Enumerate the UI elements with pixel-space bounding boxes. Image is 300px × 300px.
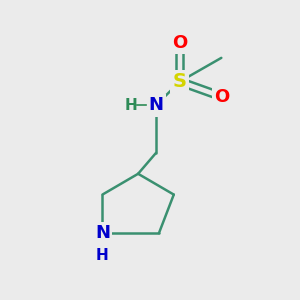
Text: O: O: [172, 34, 187, 52]
Text: S: S: [173, 72, 187, 91]
Text: N: N: [148, 96, 164, 114]
Text: N: N: [95, 224, 110, 242]
Text: H: H: [124, 98, 137, 113]
Text: H: H: [96, 248, 109, 263]
Text: O: O: [214, 88, 229, 106]
